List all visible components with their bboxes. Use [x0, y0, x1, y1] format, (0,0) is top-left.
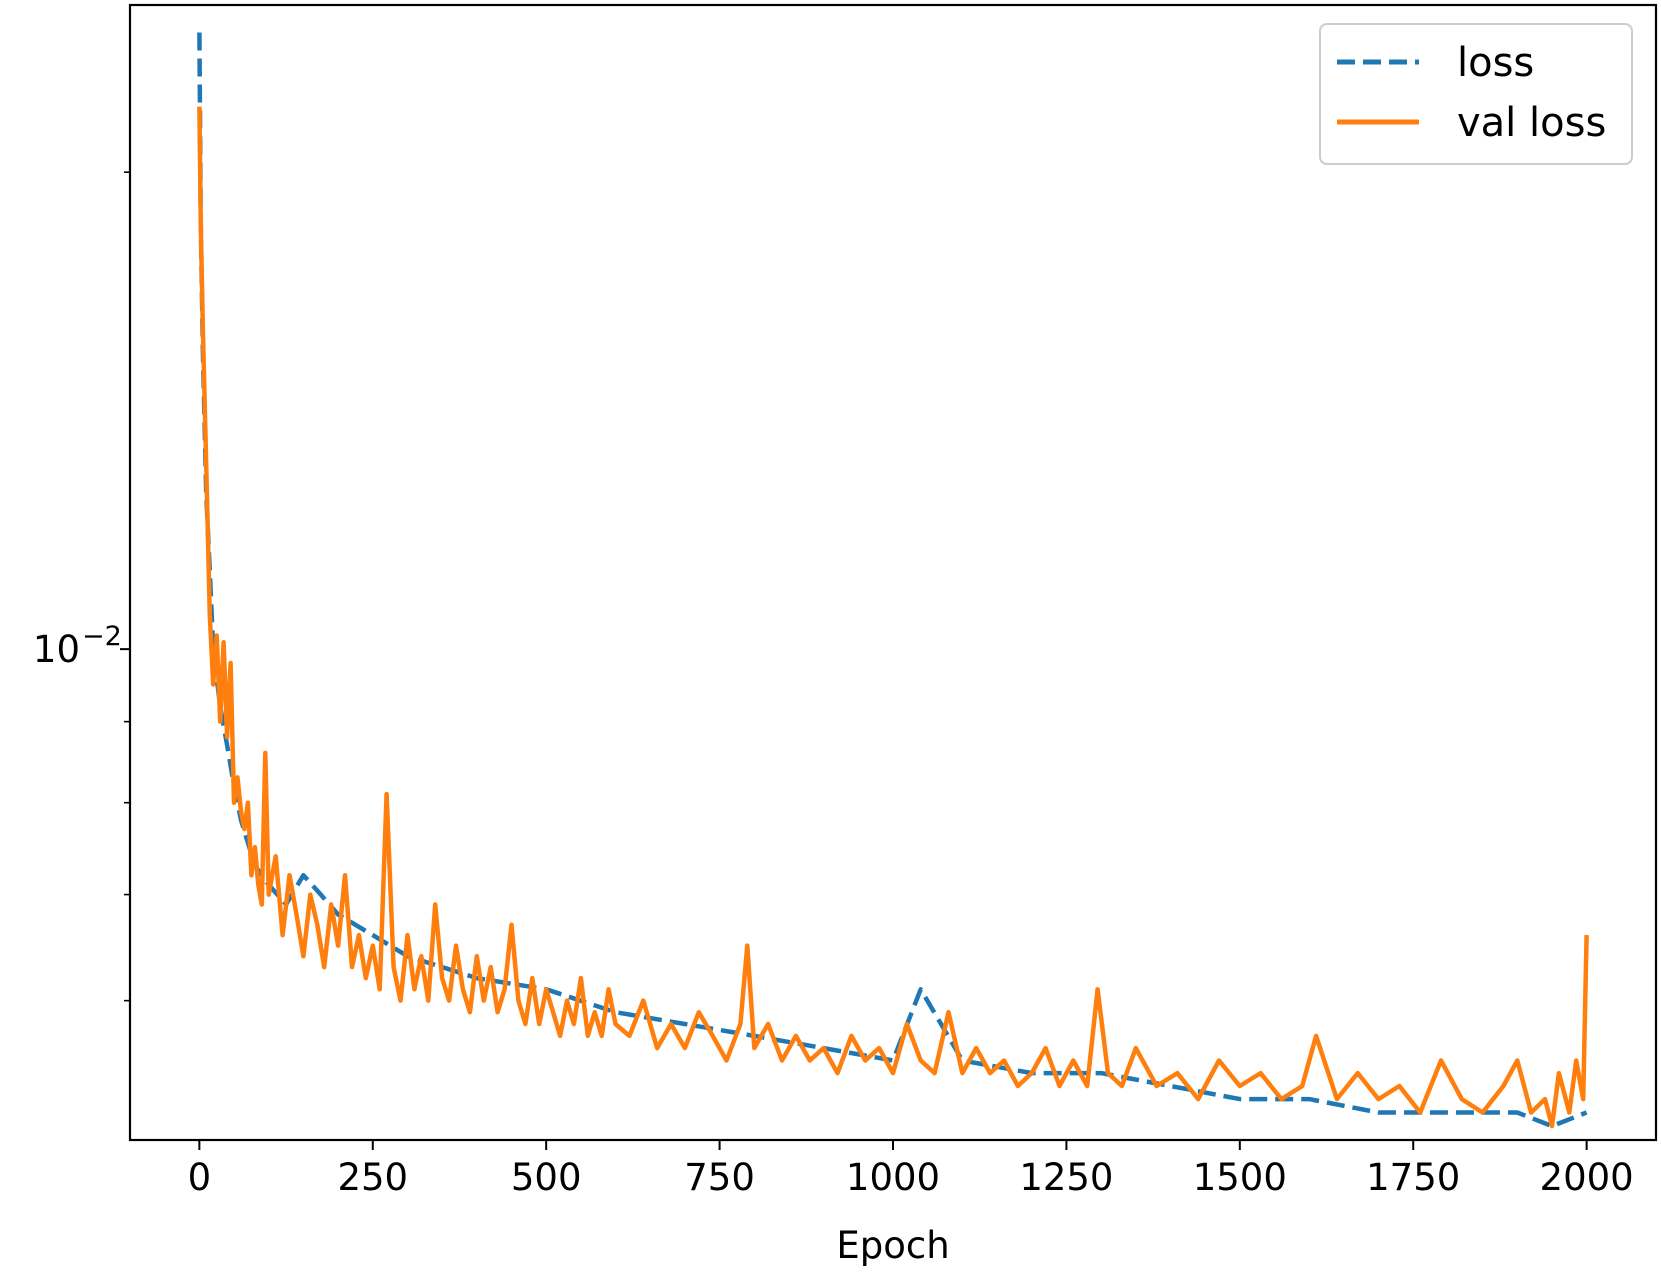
x-tick-label-1000: 1000 [846, 1156, 940, 1199]
x-tick-label-0: 0 [188, 1156, 212, 1199]
legend-label-loss: loss [1457, 40, 1534, 86]
x-tick-label-1500: 1500 [1193, 1156, 1287, 1199]
legend-box [1319, 23, 1633, 165]
x-tick-label-250: 250 [337, 1156, 408, 1199]
series-line-val-loss [197, 106, 1589, 1129]
legend-label-val-loss: val loss [1457, 100, 1606, 146]
y-axis: 10 −2 [33, 171, 130, 1002]
x-tick-label-750: 750 [684, 1156, 755, 1199]
y-tick-label-base: 10 [33, 628, 80, 671]
x-tick-label-1250: 1250 [1019, 1156, 1113, 1199]
x-axis: 0 250 500 750 1000 1250 1500 1750 2000 [188, 1140, 1634, 1199]
series-layer [197, 32, 1589, 1129]
legend: loss val loss [1319, 23, 1633, 165]
x-tick-label-500: 500 [511, 1156, 582, 1199]
x-axis-label: Epoch [836, 1224, 949, 1267]
y-tick-label-exponent: −2 [82, 621, 122, 652]
x-tick-label-1750: 1750 [1366, 1156, 1460, 1199]
x-tick-label-2000: 2000 [1540, 1156, 1634, 1199]
